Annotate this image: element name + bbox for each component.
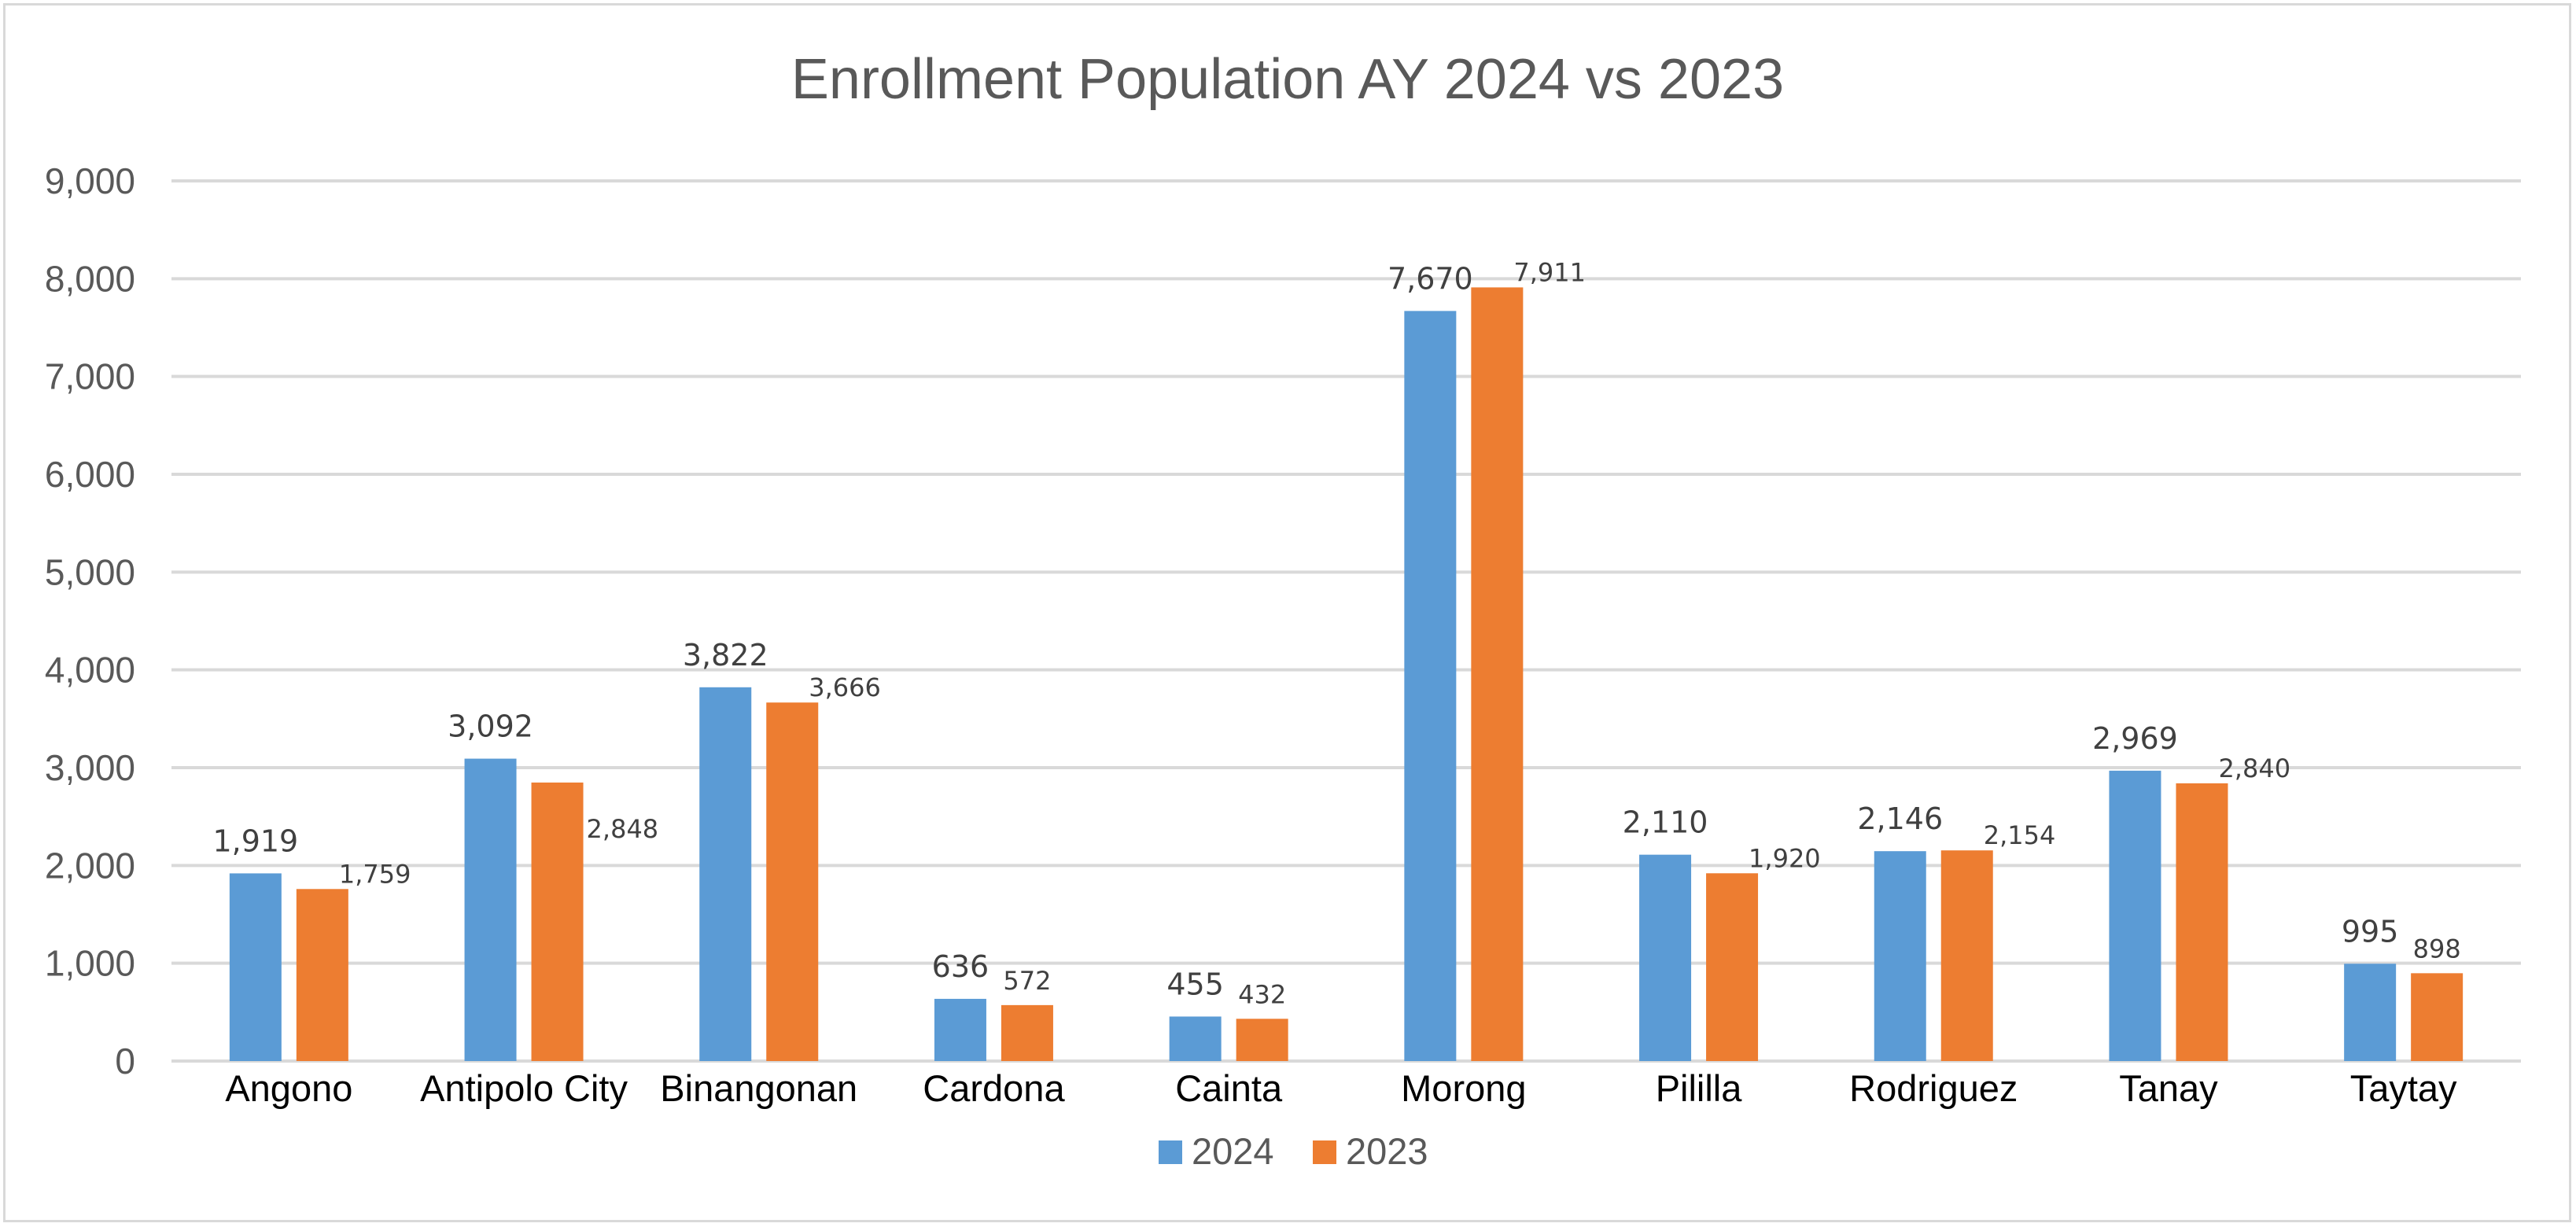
bar-2023-7 — [1940, 850, 1993, 1061]
legend: 2024 2023 — [1159, 1130, 1428, 1172]
bar-2024-5 — [1404, 311, 1457, 1061]
data-label-2024: 2,969 — [2092, 721, 2178, 756]
x-tick-label: Tanay — [2119, 1067, 2218, 1109]
data-label-2023: 3,666 — [809, 672, 881, 702]
data-label-2023: 1,759 — [339, 859, 411, 889]
bar-2024-8 — [2109, 770, 2161, 1061]
data-label-2024: 455 — [1166, 967, 1224, 1001]
bar-2024-7 — [1874, 851, 1926, 1061]
bars — [229, 287, 2464, 1061]
bar-2023-9 — [2411, 973, 2464, 1061]
bar-2024-2 — [699, 687, 752, 1061]
legend-label-2023: 2023 — [1346, 1130, 1428, 1172]
data-label-2024: 3,822 — [683, 638, 768, 672]
data-label-2024: 2,110 — [1623, 805, 1708, 840]
y-tick-label: 2,000 — [45, 845, 135, 886]
bar-2023-8 — [2176, 783, 2228, 1061]
data-label-2023: 2,154 — [1984, 820, 2056, 850]
x-axis: Angono Antipolo City Binangonan Cardona Cain… — [225, 1067, 2457, 1109]
bar-2023-6 — [1706, 873, 1759, 1061]
bar-2023-5 — [1471, 287, 1524, 1061]
legend-swatch-2024 — [1159, 1140, 1182, 1164]
data-label-2024: 1,919 — [212, 824, 298, 858]
data-label-2023: 1,920 — [1749, 843, 1821, 873]
bar-2024-4 — [1169, 1016, 1222, 1061]
x-tick-label: Pililla — [1656, 1067, 1743, 1109]
y-tick-label: 1,000 — [45, 943, 135, 984]
y-tick-label: 3,000 — [45, 747, 135, 788]
x-tick-label: Angono — [225, 1067, 352, 1109]
bar-2023-3 — [1001, 1004, 1053, 1061]
y-tick-label: 4,000 — [45, 650, 135, 691]
x-tick-label: Binangonan — [660, 1067, 857, 1109]
bar-2023-2 — [766, 702, 819, 1061]
gridlines — [171, 179, 2521, 1063]
legend-label-2024: 2024 — [1192, 1130, 1274, 1172]
bar-2024-0 — [229, 873, 282, 1061]
bar-2024-9 — [2344, 964, 2397, 1061]
data-label-2023: 432 — [1238, 979, 1286, 1009]
x-tick-label: Morong — [1401, 1067, 1526, 1109]
y-axis: 0 1,000 2,000 3,000 4,000 5,000 6,000 7,000 8,00… — [45, 160, 135, 1081]
x-tick-label: Rodriguez — [1849, 1067, 2018, 1109]
y-tick-label: 5,000 — [45, 551, 135, 592]
data-label-2024: 3,092 — [448, 709, 533, 744]
y-tick-label: 9,000 — [45, 160, 135, 201]
data-label-2023: 2,840 — [2218, 754, 2290, 783]
data-label-2024: 7,670 — [1388, 261, 1473, 296]
x-tick-label: Cainta — [1175, 1067, 1283, 1109]
chart-title: Enrollment Population AY 2024 vs 2023 — [791, 48, 1784, 111]
legend-swatch-2023 — [1313, 1140, 1336, 1164]
x-tick-label: Cardona — [923, 1067, 1065, 1109]
x-tick-label: Taytay — [2350, 1067, 2457, 1109]
y-tick-label: 7,000 — [45, 356, 135, 397]
bar-2024-1 — [464, 758, 517, 1061]
data-label-2023: 2,848 — [587, 814, 659, 844]
bar-2024-3 — [934, 998, 986, 1061]
bar-2023-4 — [1236, 1019, 1288, 1061]
bar-2023-0 — [296, 889, 348, 1061]
x-tick-label: Antipolo City — [420, 1067, 628, 1109]
data-label-2023: 7,911 — [1513, 257, 1586, 287]
data-labels: 1,919 1,759 3,092 2,848 3,822 3,666 636 572 455 4… — [212, 257, 2460, 1009]
bar-2023-1 — [531, 782, 584, 1061]
y-tick-label: 0 — [115, 1041, 135, 1081]
data-label-2024: 995 — [2342, 914, 2399, 949]
data-label-2023: 898 — [2413, 934, 2461, 964]
bar-2024-6 — [1639, 854, 1692, 1061]
y-tick-label: 8,000 — [45, 258, 135, 299]
data-label-2024: 636 — [932, 949, 989, 984]
data-label-2024: 2,146 — [1857, 801, 1943, 836]
y-tick-label: 6,000 — [45, 454, 135, 495]
data-label-2023: 572 — [1003, 966, 1051, 996]
